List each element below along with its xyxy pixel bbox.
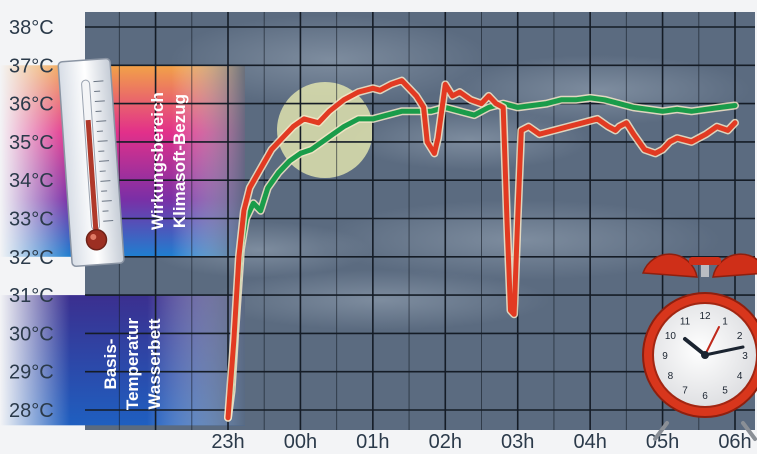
- thermometer-tick: [96, 120, 107, 122]
- band-label-line: Klimasoft-Bezug: [170, 94, 189, 228]
- y-tick-label: 38°C: [9, 17, 54, 39]
- thermometer-tick: [100, 180, 111, 182]
- thermometer-illustration: [57, 57, 125, 267]
- band-label-line: Wasserbett: [145, 318, 164, 409]
- y-tick-label: 36°C: [9, 94, 54, 116]
- clock-numeral: 4: [737, 371, 743, 382]
- cloudy-night-sky: [150, 15, 750, 330]
- x-tick-label: 01h: [356, 431, 389, 453]
- clock-numeral: 1: [722, 316, 728, 327]
- thermometer-tick: [97, 140, 108, 142]
- y-tick-label: 33°C: [9, 209, 54, 231]
- band-labels: Wirkungsbereich Klimasoft-Bezug Basis- Temp…: [101, 92, 189, 410]
- y-tick-label: 34°C: [9, 170, 54, 192]
- clock-numeral: 10: [665, 331, 677, 342]
- x-tick-label: 03h: [501, 431, 534, 453]
- x-tick-label: 04h: [573, 431, 606, 453]
- y-tick-label: 35°C: [9, 132, 54, 154]
- x-tick-label: 00h: [284, 431, 317, 453]
- thermometer-tick: [94, 100, 105, 103]
- y-tick-label: 30°C: [9, 323, 54, 345]
- x-tick-label: 02h: [429, 431, 462, 453]
- clock-numeral: 2: [737, 331, 743, 342]
- x-tick-label: 05h: [646, 431, 679, 453]
- x-tick-label: 06h: [718, 431, 751, 453]
- band-label-0: Wirkungsbereich Klimasoft-Bezug: [148, 92, 189, 230]
- clock-numeral: 8: [668, 371, 674, 382]
- clock-numeral: 5: [722, 386, 728, 397]
- cloud-3: [210, 270, 550, 330]
- band-label-line: Temperatur: [123, 318, 142, 411]
- temperature-bands: [0, 0, 245, 454]
- y-tick-label: 31°C: [9, 285, 54, 307]
- cloud-0: [170, 15, 490, 105]
- clock-numeral: 3: [742, 351, 748, 362]
- thermometer-tick: [93, 80, 104, 83]
- clock-numeral: 9: [662, 351, 668, 362]
- y-tick-label: 32°C: [9, 247, 54, 269]
- x-tick-label: 23h: [211, 431, 244, 453]
- thermometer-tick: [98, 160, 110, 162]
- clock-numeral: 6: [702, 391, 708, 402]
- y-tick-label: 29°C: [9, 362, 54, 384]
- clock-numeral: 11: [680, 316, 691, 327]
- band-label-line: Basis-: [101, 339, 120, 390]
- y-tick-label: 28°C: [9, 400, 54, 422]
- series-layer: [224, 76, 739, 422]
- y-tick-label: 37°C: [9, 55, 54, 77]
- x-axis-ticks: 23h 00h 01h 02h 03h 04h 05h 06h: [211, 431, 751, 453]
- thermometer-tick: [103, 220, 114, 222]
- clock-numeral: 7: [682, 386, 688, 397]
- band-label-line: Wirkungsbereich: [148, 92, 167, 230]
- y-axis-ticks: 28°C 29°C 30°C 31°C 32°C 33°C 34°C 35°C 36°C 37°C…: [9, 17, 54, 422]
- series-line-0: [225, 78, 738, 421]
- band-label-1: Basis- Temperatur Wasserbett: [101, 318, 164, 411]
- thermometer-tick: [101, 200, 112, 202]
- clock-numeral: 12: [699, 311, 711, 322]
